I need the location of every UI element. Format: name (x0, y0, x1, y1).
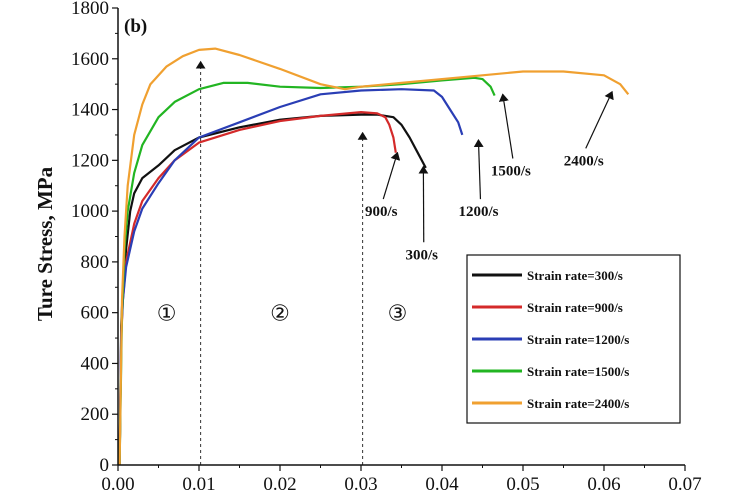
annotation-label-5: 2400/s (564, 153, 604, 169)
curve-series-5 (118, 47, 630, 466)
annotation-label-1: 900/s (365, 204, 398, 220)
region-labels: ① ② ③ (157, 301, 408, 326)
ticks: 0 200 400 600 800 1000 1200 1400 1600 1800 0.00 0.0… (71, 0, 702, 495)
region-label-2: ② (270, 301, 290, 326)
curve-series-2 (118, 111, 397, 466)
annotation-label-4: 1500/s (491, 163, 531, 179)
y-tick-label: 0 (100, 455, 110, 476)
x-tick-label: 0.06 (587, 474, 620, 495)
x-tick-label: 0.02 (263, 474, 296, 495)
annotation-arrow-4 (498, 93, 514, 159)
y-tick-label: 600 (81, 303, 110, 324)
annotation-arrow-3 (473, 139, 484, 200)
legend-label-5: Strain rate=2400/s (527, 396, 629, 411)
legend-label-1: Strain rate=300/s (527, 268, 623, 283)
legend-label-4: Strain rate=1500/s (527, 364, 629, 379)
y-tick-label: 400 (81, 353, 110, 374)
y-tick-label: 200 (81, 404, 110, 425)
annotation-label-2: 300/s (405, 247, 438, 263)
y-tick-label: 1200 (71, 150, 109, 171)
curve-series-4 (118, 76, 496, 466)
legend-label-2: Strain rate=900/s (527, 300, 623, 315)
legend-label-3: Strain rate=1200/s (527, 332, 629, 347)
annotation-arrow-5 (585, 90, 614, 149)
panel-label: (b) (124, 16, 147, 37)
y-tick-label: 1600 (71, 49, 109, 70)
x-tick-label: 0.00 (101, 474, 134, 495)
curve-series-1 (118, 113, 427, 466)
curve-annotations: 900/s 300/s 1200/s 1500/s 2400/s (365, 90, 614, 263)
x-tick-label: 0.05 (506, 474, 539, 495)
x-tick-label: 0.01 (182, 474, 215, 495)
stress-strain-curves (118, 47, 630, 466)
y-axis-title: Ture Stress, MPa (33, 166, 57, 321)
region-label-3: ③ (388, 301, 408, 326)
y-tick-label: 1000 (71, 201, 109, 222)
x-tick-label: 0.07 (668, 474, 701, 495)
legend: Strain rate=300/s Strain rate=900/s Strain… (466, 254, 681, 424)
region-label-1: ① (157, 301, 177, 326)
x-tick-label: 0.04 (425, 474, 459, 495)
region-dividers (195, 60, 368, 465)
curve-series-3 (118, 88, 464, 466)
annotation-arrow-1 (382, 151, 401, 200)
y-tick-label: 1400 (71, 100, 109, 121)
y-tick-label: 800 (81, 252, 110, 273)
annotation-label-3: 1200/s (458, 204, 498, 220)
y-tick-label: 1800 (71, 0, 109, 19)
x-tick-label: 0.03 (344, 474, 377, 495)
